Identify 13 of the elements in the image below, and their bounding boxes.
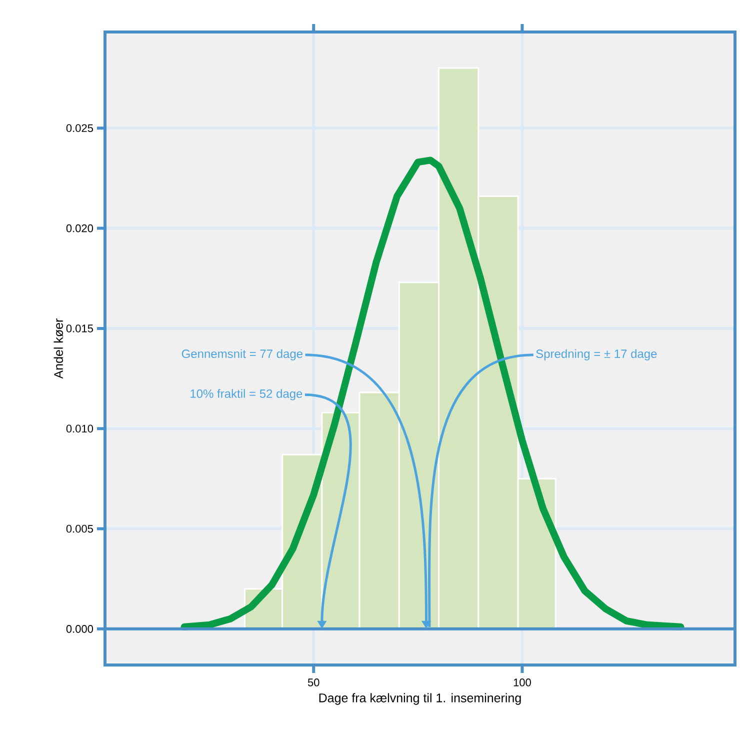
y-tick-label: 0.005 bbox=[66, 524, 93, 533]
annotation: Gennemsnit = 77 dage bbox=[182, 349, 302, 360]
x-tick-label: 100 bbox=[514, 678, 531, 686]
y-tick-label: 0.025 bbox=[66, 124, 93, 132]
x-tick-label: 50 bbox=[308, 678, 320, 686]
x-axis-title: Dage fra kælvning til 1. inseminering bbox=[319, 693, 521, 705]
y-tick-label: 0.020 bbox=[66, 224, 94, 232]
y-axis-title: Andel køer bbox=[54, 318, 64, 379]
y-tick-label: 0.015 bbox=[66, 324, 93, 332]
y-tick-label: 0.010 bbox=[66, 424, 94, 433]
annotation: Spredning = ± 17 dage bbox=[536, 349, 657, 360]
annotation: 10% fraktil = 52 dage bbox=[190, 389, 302, 400]
y-tick-label: 0.000 bbox=[66, 625, 94, 633]
